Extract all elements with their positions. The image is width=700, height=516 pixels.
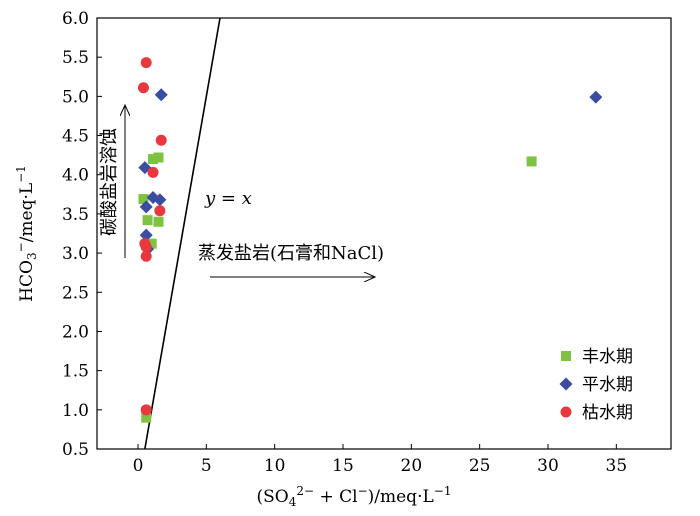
legend-label-1: 平水期 [582, 375, 633, 395]
legend-marker-0 [561, 351, 571, 361]
data-point-series-2 [154, 205, 166, 217]
data-point-series-2 [155, 134, 167, 146]
data-point-series-2 [140, 250, 152, 262]
data-point-series-0 [153, 216, 164, 227]
data-point-series-0 [146, 238, 157, 249]
y-tick-label: 6.0 [62, 9, 89, 29]
x-tick-label: 35 [606, 456, 628, 476]
y-tick-label: 5.0 [62, 87, 89, 107]
legend-marker-1 [559, 377, 573, 391]
reference-line-y-equals-x [144, 18, 221, 449]
x-axis-title: (SO42− + Cl−)/meq·L−1 [257, 484, 452, 509]
x-tick-label: 0 [133, 456, 144, 476]
x-tick-label: 30 [537, 456, 559, 476]
data-point-series-2 [137, 82, 149, 94]
plot-frame [96, 17, 672, 450]
legend-label-2: 枯水期 [582, 403, 633, 423]
data-point-series-2 [147, 166, 159, 178]
data-point-series-2 [140, 241, 152, 253]
y-tick-label: 1.0 [62, 401, 89, 421]
reference-line-label: y = x [204, 188, 252, 209]
y-tick-label: 3.0 [62, 244, 89, 264]
data-point-series-0 [142, 215, 153, 226]
data-point-series-0 [526, 156, 537, 167]
x-tick-label: 10 [264, 456, 286, 476]
y-tick-label: 4.5 [62, 127, 89, 147]
y-tick-label: 2.0 [62, 322, 89, 342]
data-point-series-1 [139, 200, 153, 214]
y-tick-label: 3.5 [62, 205, 89, 225]
legend-marker-2 [560, 406, 572, 418]
data-point-series-2 [140, 404, 152, 416]
data-point-series-1 [154, 88, 168, 102]
data-point-series-1 [139, 228, 153, 242]
x-tick-label: 25 [469, 456, 491, 476]
x-tick-label: 20 [401, 456, 423, 476]
data-point-series-0 [138, 194, 149, 205]
evaporite-label: 蒸发盐岩(石膏和NaCl) [198, 242, 384, 264]
data-point-series-0 [148, 154, 159, 165]
y-tick-label: 0.5 [62, 440, 89, 460]
y-tick-label: 2.5 [62, 283, 89, 303]
y-tick-label: 1.5 [62, 362, 89, 382]
data-point-series-0 [153, 152, 164, 163]
y-tick-label: 5.5 [62, 48, 89, 68]
y-tick-label: 4.0 [62, 166, 89, 186]
data-point-series-2 [140, 57, 152, 69]
x-tick-label: 5 [201, 456, 212, 476]
data-point-series-1 [153, 193, 167, 207]
x-tick-label: 15 [332, 456, 354, 476]
legend-label-0: 丰水期 [582, 347, 633, 367]
data-point-series-0 [141, 412, 152, 423]
carbonate-dissolution-label: 碳酸盐岩溶蚀 [99, 128, 120, 236]
y-axis-title: HCO3−/meq·L−1 [14, 165, 39, 302]
data-point-series-1 [589, 90, 603, 104]
